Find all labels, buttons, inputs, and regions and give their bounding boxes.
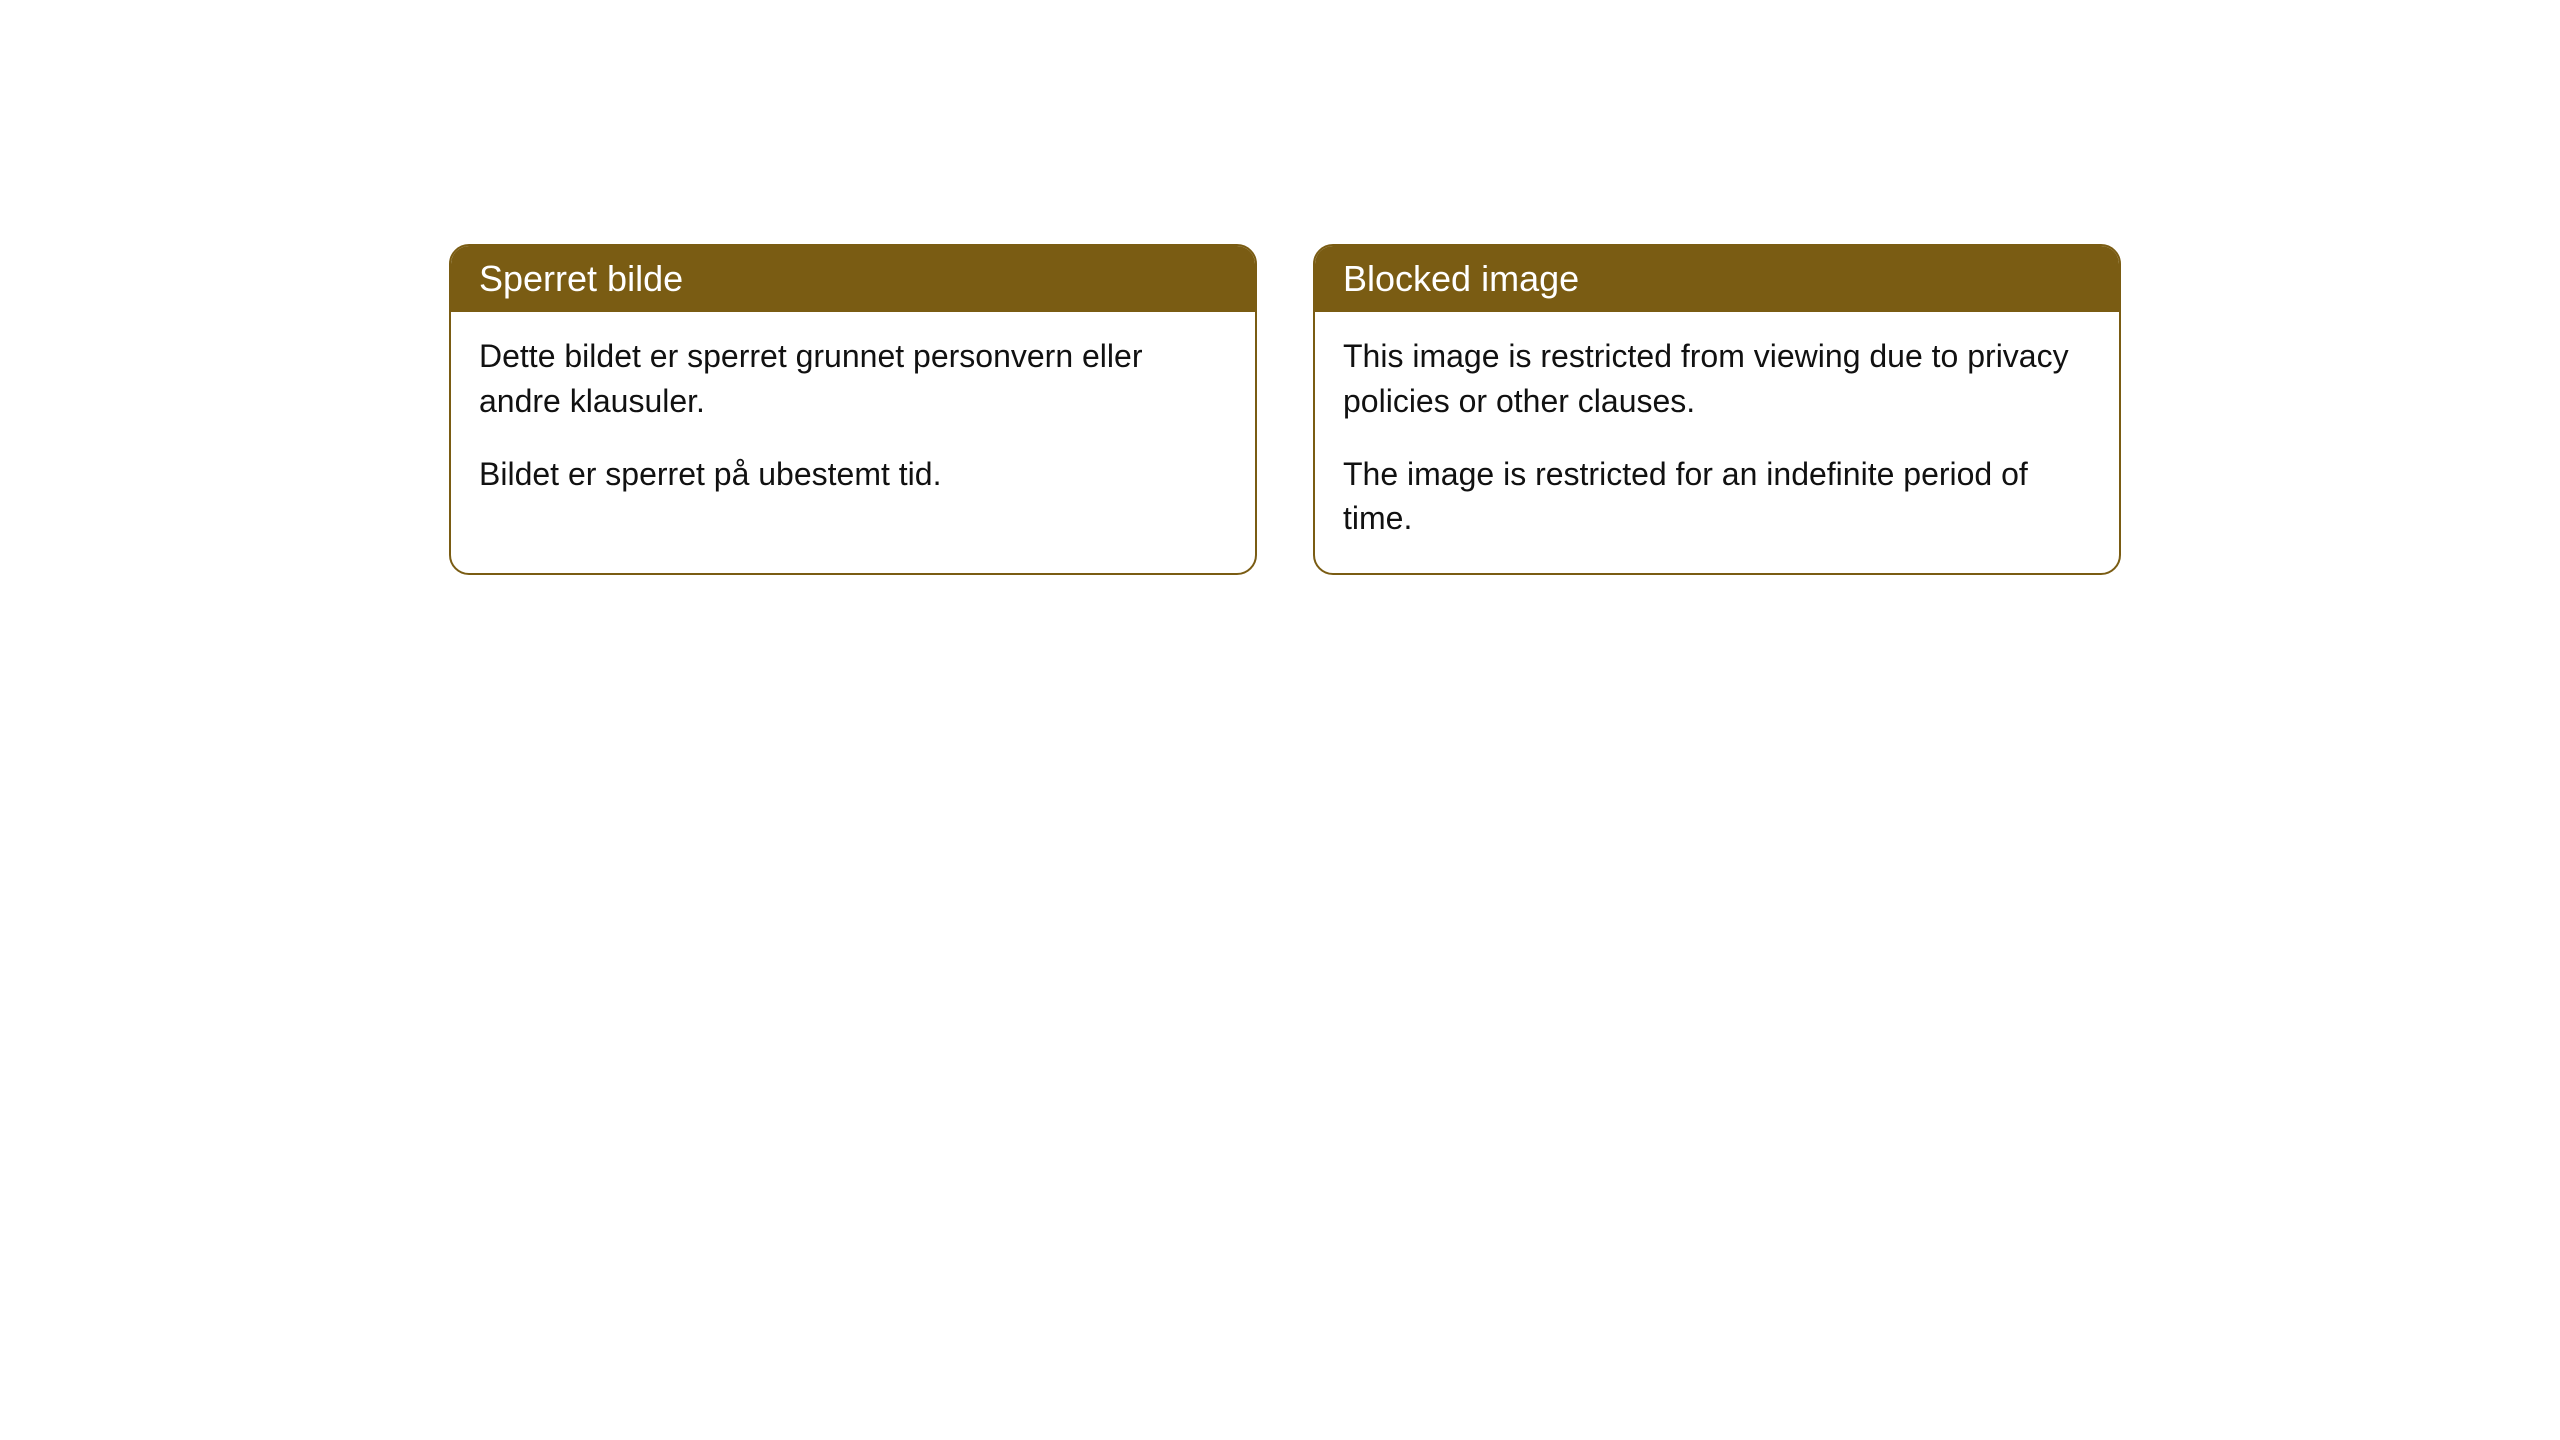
notice-paragraph: The image is restricted for an indefinit… xyxy=(1343,452,2091,542)
notice-body-norwegian: Dette bildet er sperret grunnet personve… xyxy=(451,312,1255,528)
notice-card-norwegian: Sperret bilde Dette bildet er sperret gr… xyxy=(449,244,1257,575)
notice-header-english: Blocked image xyxy=(1315,246,2119,312)
notice-card-english: Blocked image This image is restricted f… xyxy=(1313,244,2121,575)
notice-paragraph: Bildet er sperret på ubestemt tid. xyxy=(479,452,1227,497)
notice-body-english: This image is restricted from viewing du… xyxy=(1315,312,2119,573)
notice-header-norwegian: Sperret bilde xyxy=(451,246,1255,312)
notice-container: Sperret bilde Dette bildet er sperret gr… xyxy=(449,244,2121,575)
notice-paragraph: This image is restricted from viewing du… xyxy=(1343,334,2091,424)
notice-paragraph: Dette bildet er sperret grunnet personve… xyxy=(479,334,1227,424)
